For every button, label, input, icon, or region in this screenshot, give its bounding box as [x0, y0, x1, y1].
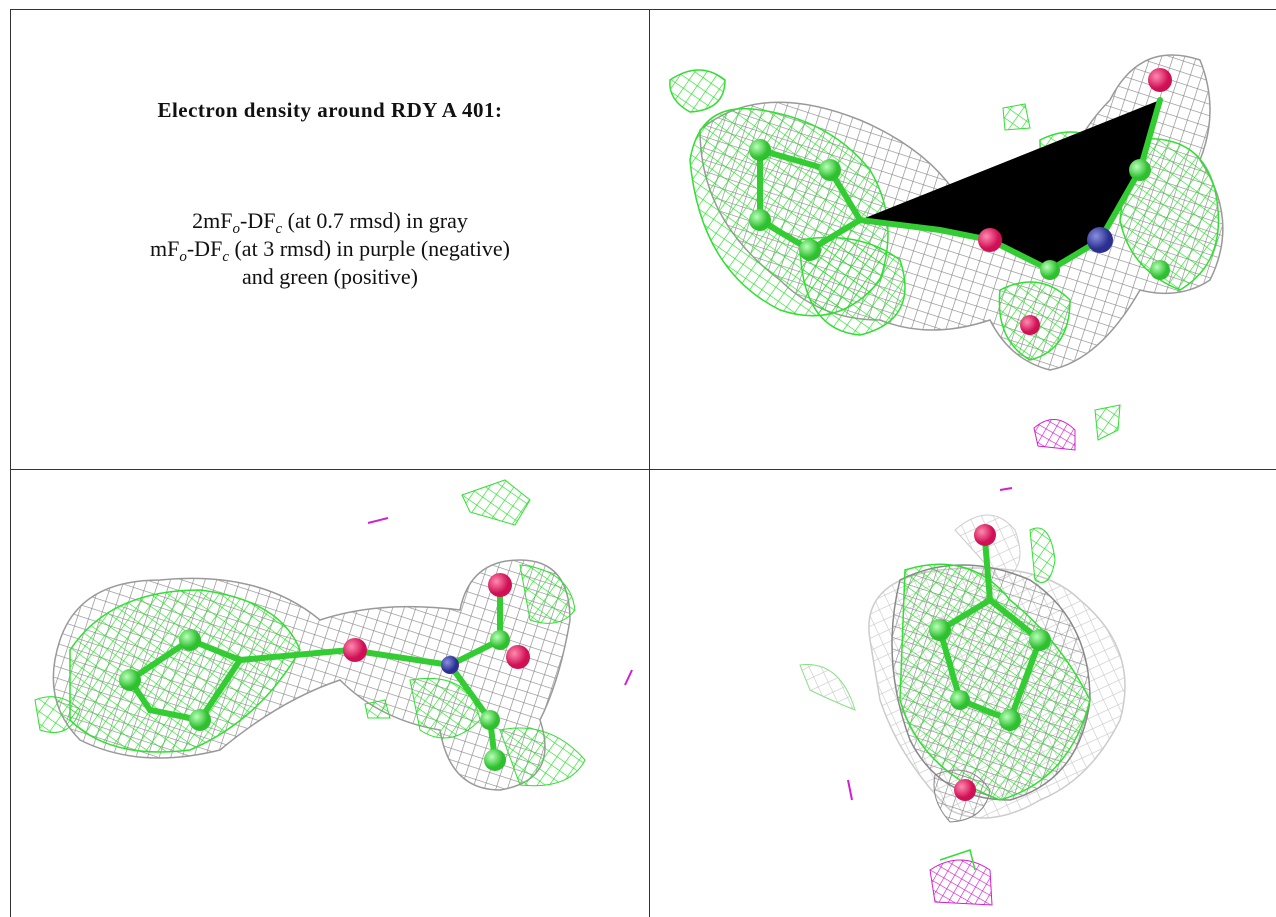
caption-text: -DF	[187, 236, 222, 261]
density-view-1	[669, 54, 1224, 451]
caption-line: 2mFo-DFc (at 0.7 rmsd) in gray	[192, 208, 468, 237]
caption-text: mF	[150, 236, 179, 261]
table-frame	[10, 9, 1276, 917]
density-view-3	[799, 487, 1126, 906]
density-view-2	[34, 479, 633, 791]
subscript: o	[179, 249, 187, 265]
subscript: c	[222, 249, 229, 265]
subscript: c	[275, 221, 282, 237]
caption-text: -DF	[240, 208, 275, 233]
caption-line: and green (positive)	[242, 264, 418, 289]
caption-title: Electron density around RDY A 401:	[157, 98, 502, 122]
caption-line: mFo-DFc (at 3 rmsd) in purple (negative)	[150, 236, 510, 265]
caption-text: (at 0.7 rmsd) in gray	[282, 208, 468, 233]
caption-text: and green (positive)	[242, 264, 418, 289]
caption-text: 2mF	[192, 208, 232, 233]
subscript: o	[233, 221, 241, 237]
caption-text: (at 3 rmsd) in purple (negative)	[229, 236, 510, 261]
